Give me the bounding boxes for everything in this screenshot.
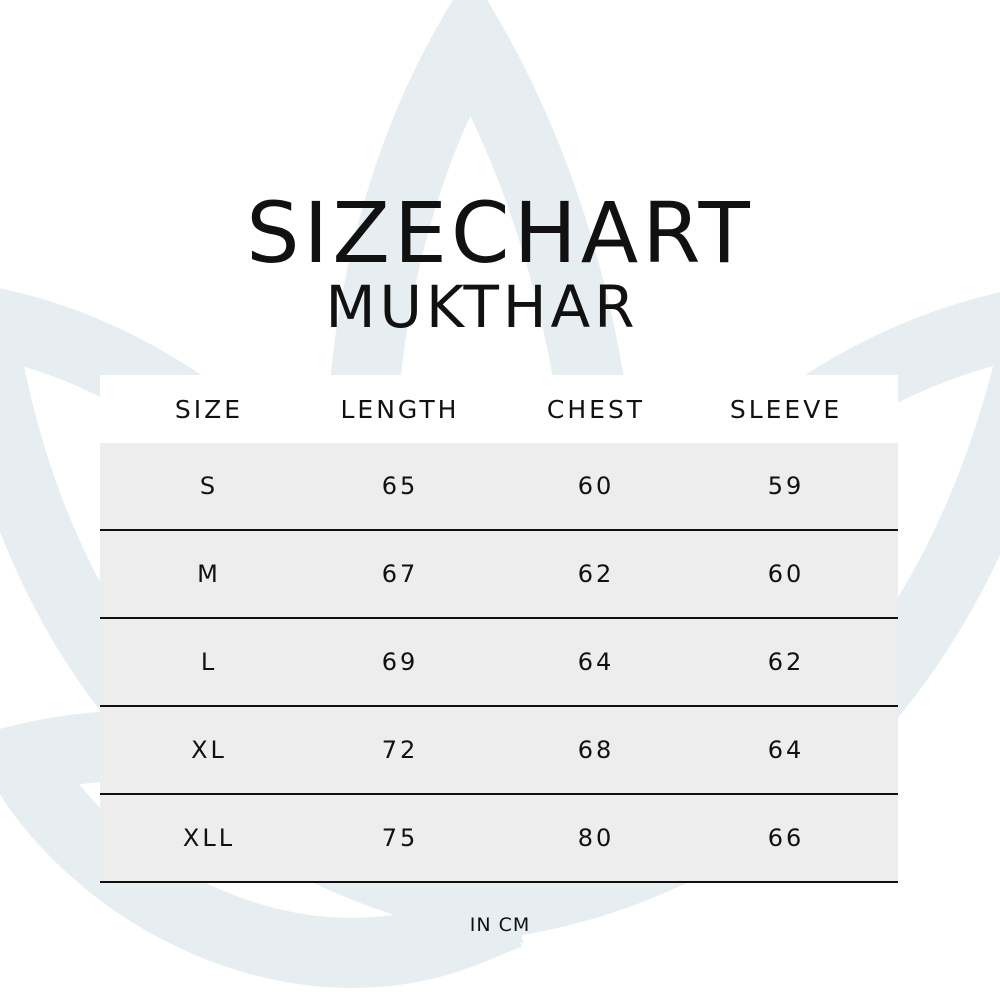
table-row: S 65 60 59 bbox=[100, 443, 898, 531]
unit-note: IN CM bbox=[469, 914, 531, 936]
table-row: XLL 75 80 66 bbox=[100, 795, 898, 883]
cell-length: 67 bbox=[381, 560, 419, 588]
brand-subtitle: MUKTHAR bbox=[325, 273, 639, 341]
cell-sleeve: 60 bbox=[767, 560, 805, 588]
cell-size: XLL bbox=[182, 824, 236, 852]
header-chest: CHEST bbox=[546, 394, 646, 424]
cell-chest: 62 bbox=[577, 560, 615, 588]
cell-sleeve: 64 bbox=[767, 736, 805, 764]
cell-chest: 64 bbox=[577, 648, 615, 676]
cell-chest: 68 bbox=[577, 736, 615, 764]
cell-sleeve: 62 bbox=[767, 648, 805, 676]
header-size: SIZE bbox=[174, 394, 244, 424]
cell-length: 69 bbox=[381, 648, 419, 676]
cell-chest: 80 bbox=[577, 824, 615, 852]
cell-length: 75 bbox=[381, 824, 419, 852]
cell-length: 72 bbox=[381, 736, 419, 764]
cell-chest: 60 bbox=[577, 472, 615, 500]
page-title: SIZECHART bbox=[246, 184, 754, 282]
header-length: LENGTH bbox=[340, 394, 460, 424]
header-sleeve: SLEEVE bbox=[729, 394, 843, 424]
cell-sleeve: 66 bbox=[767, 824, 805, 852]
table-row: M 67 62 60 bbox=[100, 531, 898, 619]
table-row: L 69 64 62 bbox=[100, 619, 898, 707]
cell-size: M bbox=[197, 560, 221, 588]
cell-size: L bbox=[200, 648, 218, 676]
cell-sleeve: 59 bbox=[767, 472, 805, 500]
size-table: SIZE LENGTH CHEST SLEEVE S 65 60 59 M 67 62 60 L… bbox=[100, 375, 898, 883]
table-header: SIZE LENGTH CHEST SLEEVE bbox=[100, 375, 898, 443]
cell-size: S bbox=[199, 472, 219, 500]
cell-length: 65 bbox=[381, 472, 419, 500]
table-row: XL 72 68 64 bbox=[100, 707, 898, 795]
cell-size: XL bbox=[191, 736, 227, 764]
